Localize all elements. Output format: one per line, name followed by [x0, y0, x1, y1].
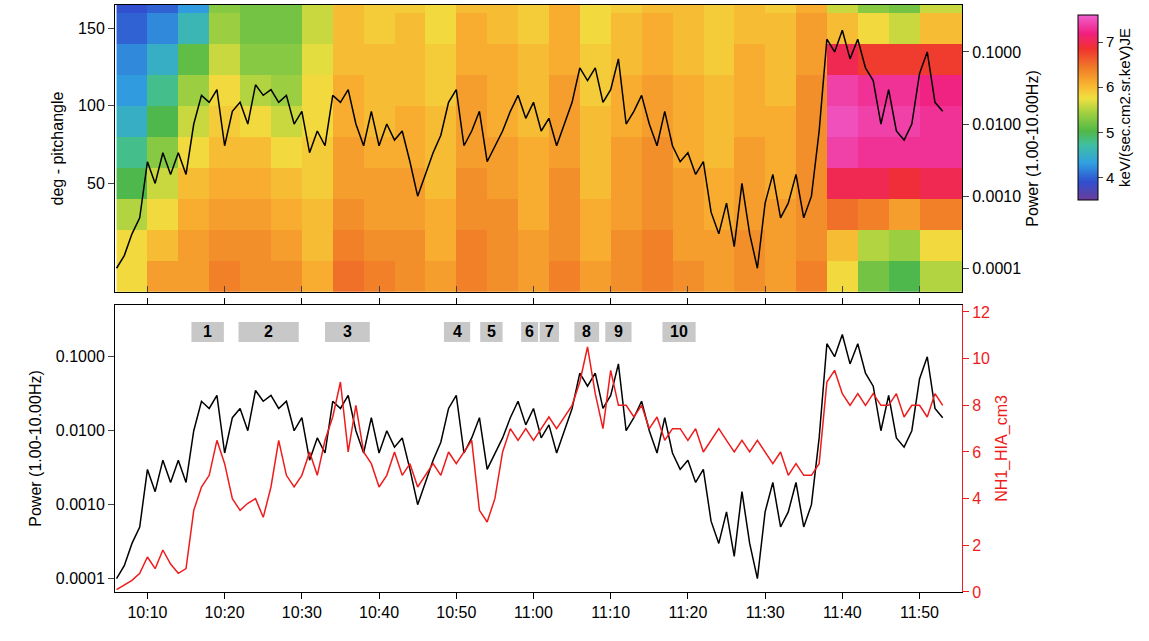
svg-text:7: 7: [1106, 33, 1114, 50]
svg-text:0.0100: 0.0100: [56, 422, 105, 439]
svg-text:5: 5: [487, 323, 496, 340]
svg-text:0.1000: 0.1000: [972, 44, 1021, 61]
svg-text:11:10: 11:10: [591, 604, 630, 621]
svg-text:0: 0: [972, 584, 981, 601]
svg-text:6: 6: [1106, 78, 1114, 95]
svg-text:4: 4: [453, 323, 462, 340]
svg-text:2: 2: [264, 323, 273, 340]
svg-text:6: 6: [972, 444, 981, 461]
svg-text:4: 4: [1106, 169, 1114, 186]
svg-text:8: 8: [582, 323, 591, 340]
svg-text:3: 3: [343, 323, 352, 340]
svg-text:0.0001: 0.0001: [56, 570, 105, 587]
svg-text:0.0001: 0.0001: [972, 260, 1021, 277]
svg-text:11:30: 11:30: [746, 604, 785, 621]
svg-text:10:20: 10:20: [205, 604, 245, 621]
svg-text:10:50: 10:50: [436, 604, 476, 621]
svg-text:7: 7: [545, 323, 554, 340]
svg-text:8: 8: [972, 397, 981, 414]
svg-text:150: 150: [78, 20, 105, 37]
svg-text:5: 5: [1106, 124, 1114, 141]
svg-text:NH1_HIA_cm3: NH1_HIA_cm3: [993, 395, 1011, 502]
svg-text:2: 2: [972, 537, 981, 554]
svg-text:Power (1.00-10.00Hz): Power (1.00-10.00Hz): [1024, 70, 1041, 227]
svg-text:10:40: 10:40: [359, 604, 399, 621]
svg-text:keV/(sec.cm2.sr.keV)JE: keV/(sec.cm2.sr.keV)JE: [1116, 28, 1133, 187]
svg-text:11:20: 11:20: [668, 604, 707, 621]
svg-text:10:30: 10:30: [282, 604, 322, 621]
svg-text:10:10: 10:10: [127, 604, 167, 621]
svg-text:0.1000: 0.1000: [56, 348, 105, 365]
svg-text:deg - pitchangle: deg - pitchangle: [49, 91, 66, 205]
svg-text:100: 100: [78, 97, 105, 114]
svg-text:11:00: 11:00: [514, 604, 553, 621]
svg-text:1: 1: [203, 323, 212, 340]
svg-text:0.0010: 0.0010: [56, 496, 105, 513]
svg-text:10: 10: [670, 323, 688, 340]
svg-text:11:50: 11:50: [900, 604, 939, 621]
svg-text:10: 10: [972, 350, 990, 367]
svg-text:12: 12: [972, 304, 990, 321]
svg-text:6: 6: [525, 323, 534, 340]
svg-text:0.0010: 0.0010: [972, 188, 1021, 205]
svg-text:11:40: 11:40: [823, 604, 862, 621]
svg-text:0.0100: 0.0100: [972, 116, 1021, 133]
svg-text:Power (1.00-10.00Hz): Power (1.00-10.00Hz): [27, 370, 44, 527]
svg-text:4: 4: [972, 490, 981, 507]
svg-text:9: 9: [614, 323, 623, 340]
svg-text:50: 50: [87, 175, 105, 192]
